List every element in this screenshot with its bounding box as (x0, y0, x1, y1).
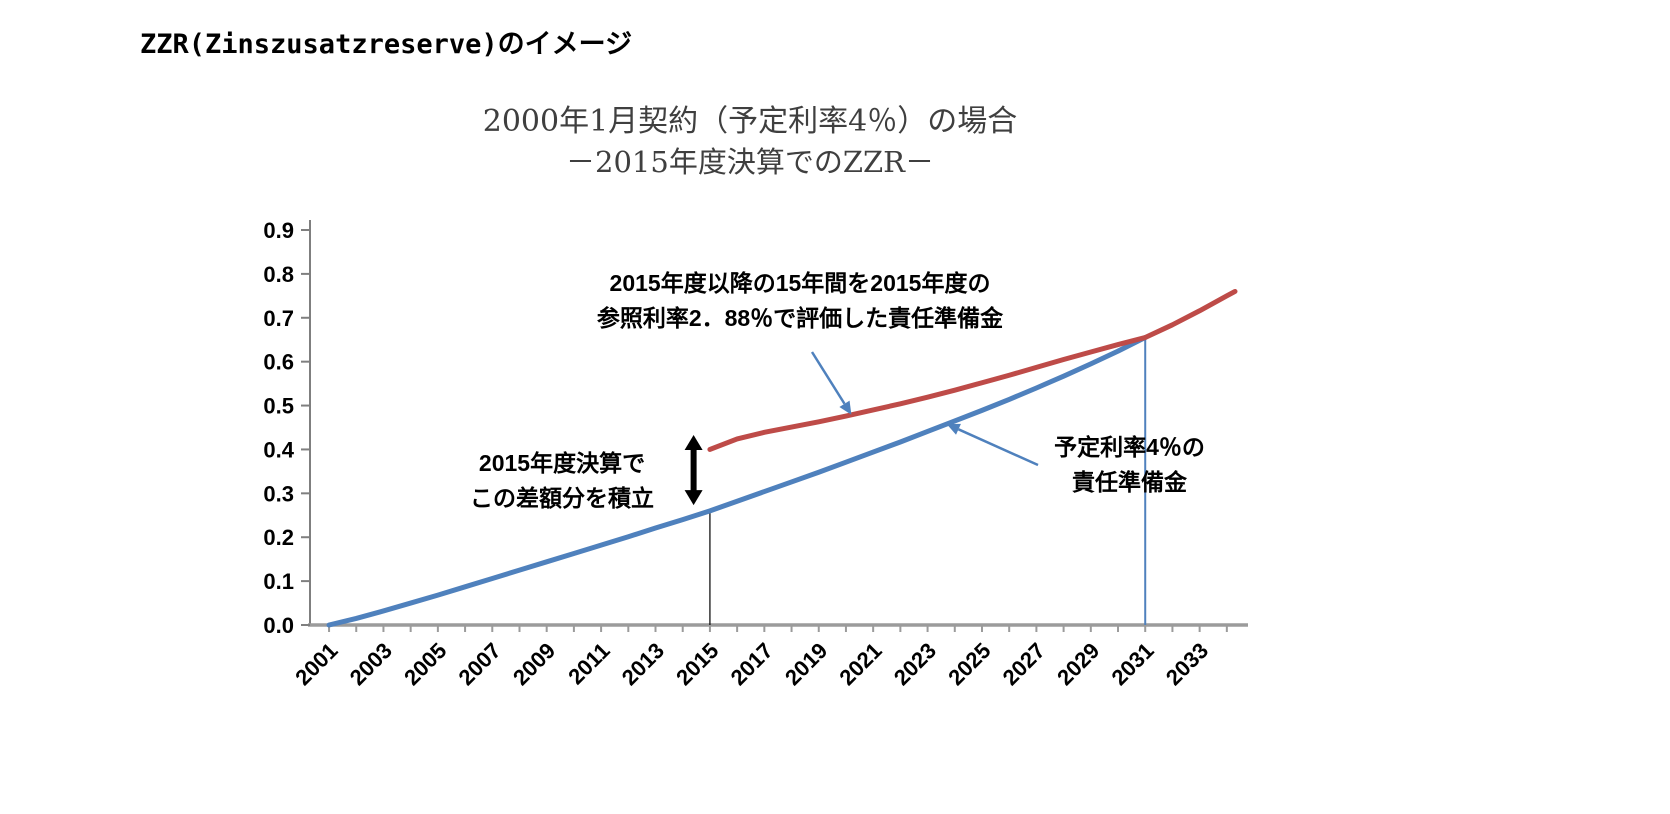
chart-title-line2: －2015年度決算でのZZR－ (566, 144, 934, 179)
x-tick-label: 2015 (671, 638, 723, 690)
x-tick-label: 2003 (345, 638, 397, 690)
x-tick-label: 2007 (454, 638, 506, 690)
x-tick-label: 2009 (508, 638, 560, 690)
x-tick-label: 2021 (834, 638, 886, 690)
x-tick-label: 2005 (399, 638, 451, 690)
x-tick-label: 2027 (998, 638, 1050, 690)
x-tick-label: 2011 (563, 638, 614, 689)
x-tick-label: 2019 (780, 638, 832, 690)
x-tick-label: 2033 (1161, 638, 1213, 690)
y-tick-label: 0.3 (263, 481, 294, 506)
gap-arrow-head-down (684, 490, 703, 506)
annotation-reference-rate-reserve: 2015年度以降の15年間を2015年度の 参照利率2．88％で評価した責任準備… (596, 270, 1004, 331)
callout-arrow-head (839, 400, 852, 415)
y-tick-label: 0.4 (263, 437, 294, 462)
annotation-guaranteed-rate-reserve: 予定利率4％の 責任準備金 (1054, 434, 1205, 495)
y-tick-label: 0.9 (263, 218, 294, 243)
x-tick-label: 2025 (943, 638, 995, 690)
y-tick-label: 0.8 (263, 262, 294, 287)
gap-arrow-head-up (684, 434, 703, 450)
callout-arrow-head (946, 423, 961, 435)
annotation-gap-accrual: 2015年度決算で この差額分を積立 (470, 450, 654, 511)
page-title: ZZR(Zinszusatzreserve)のイメージ (140, 29, 633, 60)
callout-arrow-line (957, 428, 1039, 467)
x-tick-label: 2001 (290, 638, 342, 690)
y-tick-label: 0.5 (263, 394, 294, 419)
chart-title: 2000年1月契約（予定利率4％）の場合 －2015年度決算でのZZR－ (300, 102, 1200, 182)
chart-title-line1: 2000年1月契約（予定利率4％）の場合 (482, 104, 1018, 139)
y-tick-label: 0.6 (263, 350, 294, 375)
x-tick-label: 2013 (617, 638, 669, 690)
reference-rate-reserve-line (707, 288, 1238, 452)
callout-arrow-line (810, 351, 846, 405)
y-tick-label: 0.7 (263, 306, 294, 331)
y-tick-label: 0.0 (263, 613, 294, 638)
x-tick-label: 2017 (726, 638, 778, 690)
y-tick-label: 0.2 (263, 525, 294, 550)
y-tick-label: 0.1 (263, 569, 294, 594)
guaranteed-rate-reserve-line (326, 335, 1148, 628)
x-tick-label: 2031 (1106, 638, 1158, 690)
x-tick-label: 2023 (889, 638, 941, 690)
x-tick-label: 2029 (1052, 638, 1104, 690)
